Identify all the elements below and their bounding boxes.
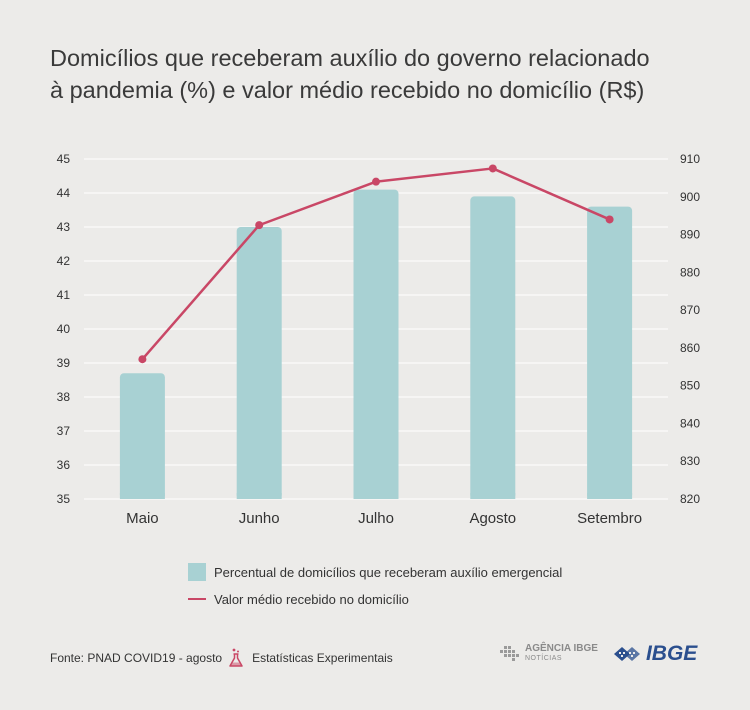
line-point: [255, 221, 264, 230]
chart-title-line-1: Domicílios que receberam auxílio do gove…: [50, 45, 650, 71]
source-text: Fonte: PNAD COVID19 - agosto: [50, 651, 223, 665]
footer: Fonte: PNAD COVID19 - agosto Estatística…: [50, 648, 393, 668]
legend-label-line: Valor médio recebido no domicílio: [214, 591, 409, 607]
line-point: [488, 164, 497, 173]
bar: [587, 206, 633, 499]
line-point: [138, 355, 147, 364]
chart-title: Domicílios que receberam auxílio do gove…: [50, 42, 730, 106]
agencia-ibge-text: AGÊNCIA IBGE: [525, 643, 598, 654]
y-left-tick-label: 45: [57, 152, 71, 166]
bar-base: [353, 493, 399, 499]
legend: Percentual de domicílios que receberam a…: [188, 562, 562, 616]
bar-base: [587, 493, 633, 499]
noticias-text: NOTÍCIAS: [525, 655, 563, 662]
y-left-tick-label: 43: [57, 220, 71, 234]
experimental-stats-label: Estatísticas Experimentais: [252, 651, 393, 665]
ibge-text: IBGE: [645, 642, 698, 665]
legend-line-swatch: [188, 598, 206, 600]
x-tick-label: Julho: [358, 510, 394, 527]
y-right-tick-label: 900: [680, 190, 700, 204]
y-right-tick-label: 870: [680, 303, 700, 317]
y-left-tick-label: 41: [57, 288, 71, 302]
bar: [119, 373, 165, 499]
bar-base: [119, 493, 165, 499]
x-tick-label: Junho: [239, 510, 280, 527]
legend-item-bars: Percentual de domicílios que receberam a…: [188, 562, 562, 582]
ibge-logo: IBGE: [612, 642, 697, 666]
line-point: [372, 177, 380, 186]
ibge-emblem-icon: [613, 647, 640, 661]
legend-label-bars: Percentual de domicílios que receberam a…: [214, 564, 563, 580]
flask-icon: [229, 648, 243, 667]
y-left-tick-label: 42: [57, 254, 71, 268]
y-left-tick-label: 37: [57, 424, 71, 438]
x-tick-label: Setembro: [577, 510, 642, 527]
y-left-tick-label: 39: [57, 356, 71, 370]
y-left-tick-label: 44: [57, 186, 71, 200]
bar: [236, 227, 282, 499]
bar-base: [470, 493, 516, 499]
y-right-tick-label: 910: [680, 152, 700, 166]
line-point: [605, 215, 614, 224]
chart-title-line-2: à pandemia (%) e valor médio recebido no…: [50, 77, 645, 103]
y-right-tick-label: 880: [680, 265, 700, 279]
y-right-tick-label: 890: [680, 228, 700, 242]
y-left-tick-label: 35: [57, 492, 71, 506]
y-right-tick-label: 850: [680, 379, 700, 393]
bar: [353, 189, 399, 499]
combo-chart: 35 36 37 38 39 40 41 42 43 44 45 820 830 840 850 860 870…: [57, 152, 701, 527]
bar-base: [236, 493, 282, 499]
logos: AGÊNCIA IBGE NOTÍCIAS IBGE: [500, 642, 697, 666]
y-left-tick-label: 38: [57, 390, 71, 404]
x-tick-label: Agosto: [469, 510, 516, 527]
x-tick-label: Maio: [126, 510, 159, 527]
bar: [470, 196, 516, 499]
y-right-tick-label: 860: [680, 341, 700, 355]
y-left-tick-label: 40: [57, 322, 71, 336]
grid-icon: [500, 646, 519, 661]
y-left-tick-label: 36: [57, 458, 71, 472]
agencia-ibge-logo: AGÊNCIA IBGE NOTÍCIAS: [500, 644, 598, 664]
y-right-tick-label: 840: [680, 416, 700, 430]
legend-bar-swatch: [188, 563, 206, 581]
y-right-tick-label: 830: [680, 454, 700, 468]
y-right-tick-label: 820: [680, 492, 700, 506]
legend-item-line: Valor médio recebido no domicílio: [188, 589, 562, 609]
